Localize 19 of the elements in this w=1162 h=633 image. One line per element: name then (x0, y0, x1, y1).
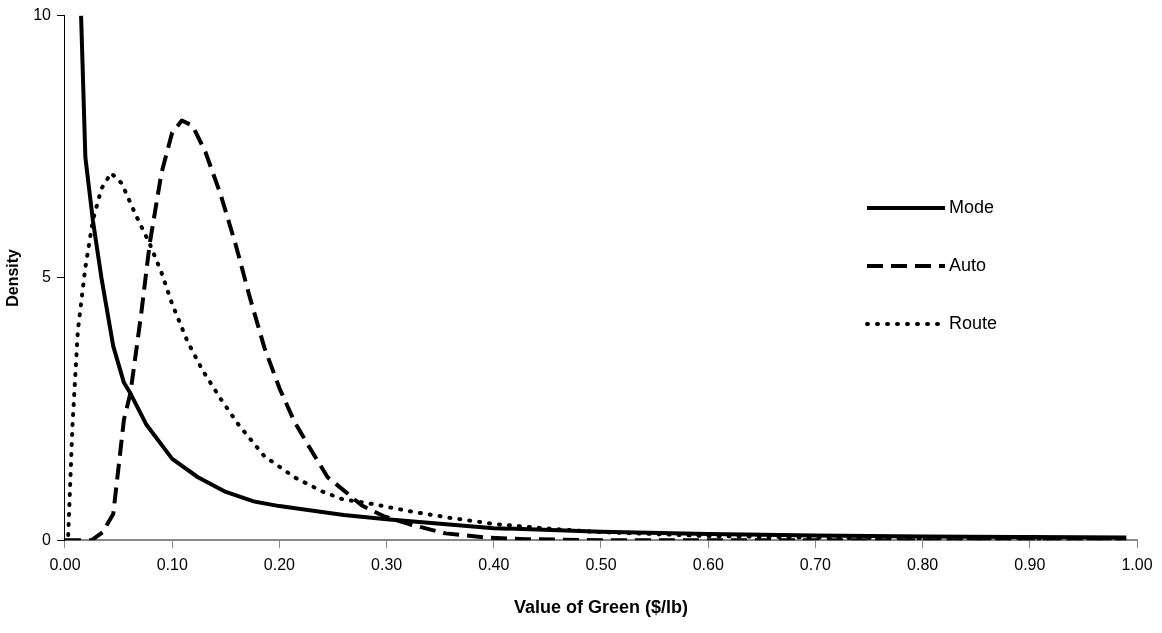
y-tick-label: 0 (42, 530, 52, 548)
x-axis-title: Value of Green ($/lb) (513, 597, 689, 618)
legend-label: Auto (949, 254, 987, 275)
x-tick-label: 0.90 (1014, 556, 1046, 574)
legend-label: Mode (949, 196, 995, 217)
x-tick-label: 0.30 (371, 556, 403, 574)
x-tick-label: 1.00 (1121, 556, 1153, 574)
y-tick-label: 10 (33, 6, 52, 24)
x-tick-label: 0.00 (49, 556, 81, 574)
x-tick-label: 0.70 (799, 556, 832, 574)
x-tick-label: 0.40 (478, 556, 510, 574)
x-tick-label: 0.80 (907, 556, 939, 574)
y-axis-title: Density (4, 248, 22, 307)
legend-label: Route (949, 312, 998, 333)
y-tick-label: 5 (42, 268, 52, 286)
x-tick-label: 0.50 (585, 556, 617, 574)
x-tick-label: 0.10 (156, 556, 188, 574)
x-tick-label: 0.20 (263, 556, 296, 574)
x-tick-label: 0.60 (692, 556, 724, 574)
